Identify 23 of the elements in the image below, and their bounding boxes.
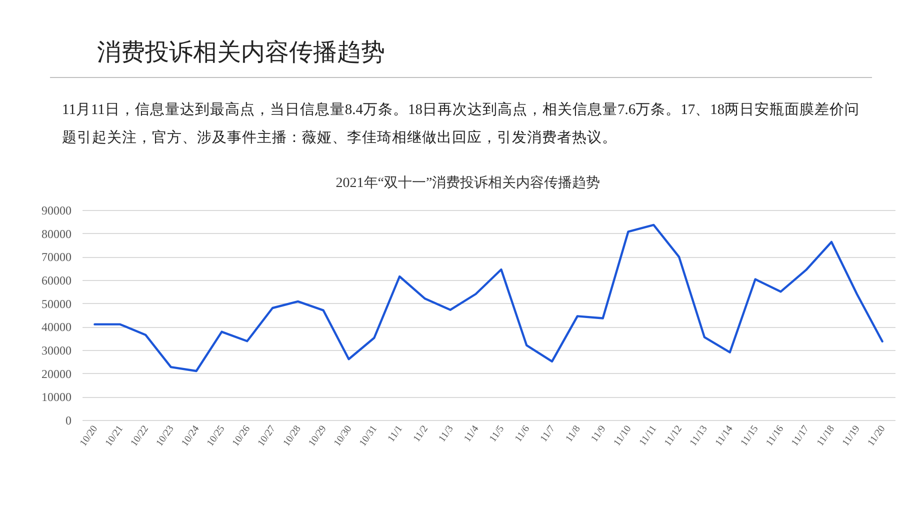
y-tick-label: 10000 [42, 390, 72, 404]
text: 消费投诉相关内容传播趋势 [97, 37, 385, 68]
y-tick-label: 60000 [42, 274, 72, 288]
y-tick-label: 70000 [42, 250, 72, 264]
x-tick-label: 11/2 [411, 424, 430, 444]
y-tick-label: 20000 [42, 366, 72, 381]
chart-title: 2021年“双十一”消费投诉相关内容传播趋势 [336, 175, 600, 191]
y-tick-label: 90000 [42, 204, 72, 218]
y-tick-label: 0 [66, 414, 72, 428]
y-tick-label: 40000 [42, 320, 72, 334]
line-series [94, 224, 884, 372]
y-tick-label: 80000 [42, 226, 72, 241]
x-tick-label: 11/6 [513, 424, 532, 444]
text: 11月11日，信息量达到最高点，当日信息量8.4万条。18日再次达到高点，相关信息量7.6万条。17、18两日安瓶面膜差价问题引起关注，官方、涉及事件主播：薇娅、李佳琦相继做出回应，引发消费者热议。 [62, 100, 861, 148]
y-tick-label: 50000 [42, 296, 72, 311]
x-tick-label: 11/4 [462, 424, 482, 444]
x-tick-label: 11/8 [564, 424, 583, 444]
y-tick-label: 30000 [42, 344, 72, 358]
x-tick-label: 11/5 [488, 424, 507, 444]
x-tick-label: 11/7 [538, 424, 558, 444]
x-tick-label: 11/9 [589, 424, 608, 444]
x-tick-label: 11/1 [386, 424, 405, 444]
x-tick-label: 11/3 [436, 424, 456, 444]
